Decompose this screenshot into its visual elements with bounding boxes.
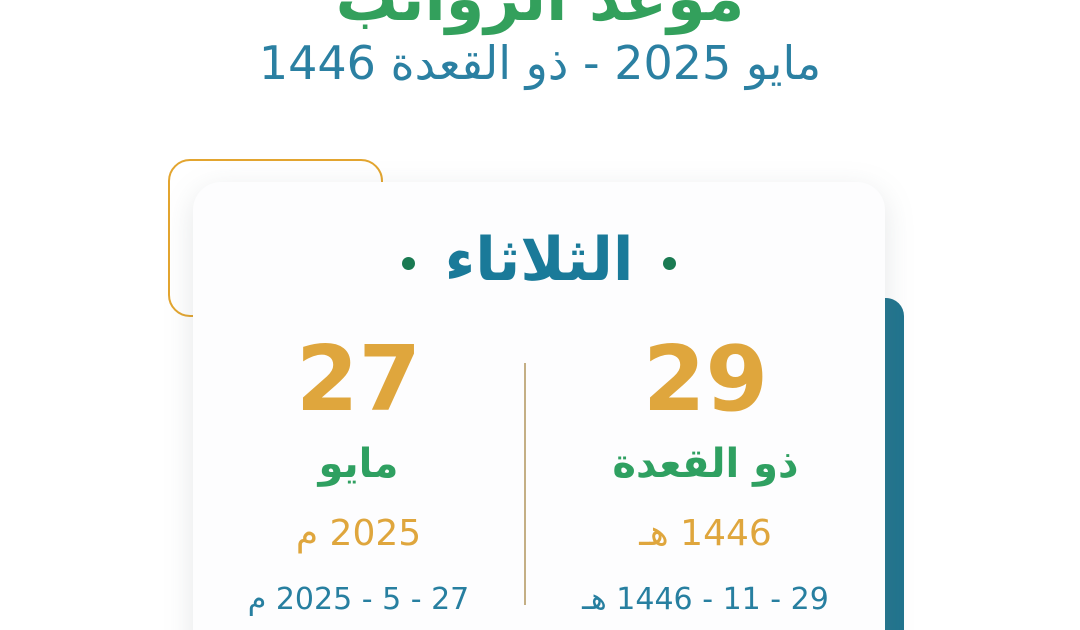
right-green-dot-icon	[401, 256, 415, 270]
gregorian-column: 27 مايو 2025 م 27 - 5 - 2025 م	[193, 182, 524, 630]
page-subtitle: مايو 2025 - ذو القعدة 1446	[258, 36, 822, 90]
day-name: الثلاثاء	[444, 225, 634, 295]
gregorian-day-number: 27	[295, 327, 422, 432]
hijri-day-number: 29	[642, 327, 769, 432]
hijri-full-date: 29 - 11 - 1446 هـ	[582, 582, 829, 617]
salary-date-card: الثلاثاء 27 مايو 2025 م 27 - 5 - 2025 م …	[193, 182, 885, 630]
page-title: موعد الرواتب	[0, 0, 1080, 40]
column-divider	[524, 363, 526, 605]
gregorian-year: 2025 م	[295, 513, 422, 554]
gregorian-full-date: 27 - 5 - 2025 م	[247, 582, 470, 617]
hijri-month-name: ذو القعدة	[612, 441, 799, 487]
day-header-row: الثلاثاء	[193, 218, 885, 302]
hijri-column: 29 ذو القعدة 1446 هـ 29 - 11 - 1446 هـ	[526, 182, 885, 630]
hijri-year: 1446 هـ	[639, 513, 772, 554]
gregorian-month-name: مايو	[318, 441, 399, 487]
left-green-dot-icon	[663, 256, 677, 270]
